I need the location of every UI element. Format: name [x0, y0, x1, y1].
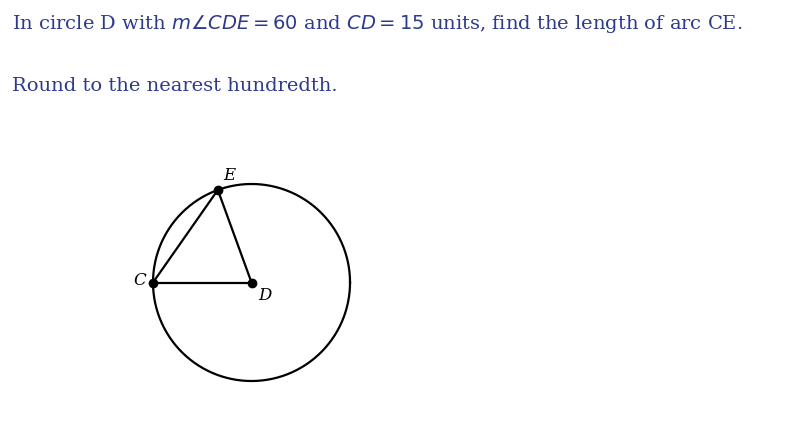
- Text: E: E: [222, 167, 235, 184]
- Text: C: C: [134, 272, 146, 289]
- Text: Round to the nearest hundredth.: Round to the nearest hundredth.: [12, 77, 337, 95]
- Text: D: D: [259, 287, 272, 305]
- Text: In circle D with $m\angle CDE = 60$ and $CD = 15$ units, find the length of arc : In circle D with $m\angle CDE = 60$ and …: [12, 13, 743, 35]
